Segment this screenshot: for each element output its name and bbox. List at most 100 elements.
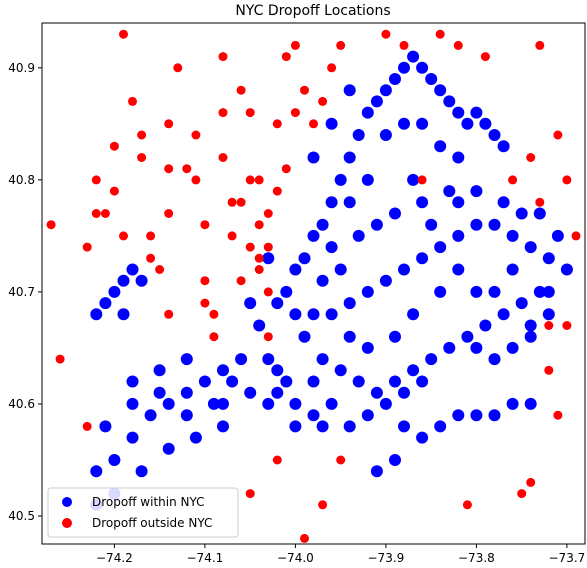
y-tick-label-0: 40.5	[8, 509, 35, 523]
series-1-point-63	[526, 153, 536, 162]
series-0-point-112	[207, 397, 220, 410]
series-0-point-47	[542, 252, 555, 265]
series-0-point-131	[226, 375, 239, 388]
series-0-point-113	[217, 420, 229, 433]
series-0-point-27	[452, 151, 465, 164]
series-0-point-150	[407, 308, 420, 321]
series-0-point-58	[334, 263, 347, 276]
series-1-point-2	[82, 421, 92, 431]
series-0-point-30	[325, 241, 338, 254]
series-0-point-158	[262, 397, 275, 410]
series-1-point-59	[417, 175, 427, 185]
series-0-point-45	[506, 229, 519, 242]
y-axis: 40.5 40.6 40.7 40.8 40.9	[8, 61, 42, 523]
series-0-point-43	[470, 218, 483, 231]
series-0-point-159	[307, 375, 320, 388]
series-0-point-82	[280, 375, 293, 388]
series-1-point-5	[91, 175, 101, 185]
series-1-point-34	[254, 253, 264, 263]
legend-marker-within	[62, 497, 72, 507]
series-1-point-82	[119, 231, 128, 241]
series-0-point-15	[434, 84, 447, 97]
series-0-point-62	[334, 364, 347, 377]
series-1-point-69	[553, 410, 563, 420]
series-0-point-35	[325, 308, 338, 321]
series-1-point-66	[562, 175, 572, 185]
y-tick-label-3: 40.8	[8, 173, 35, 187]
x-tick-label-0: −74.2	[96, 551, 133, 565]
series-0-point-121	[153, 386, 166, 399]
series-0-point-52	[470, 185, 483, 198]
series-1-point-65	[553, 130, 563, 140]
series-0-point-25	[379, 129, 392, 141]
series-1-point-26	[218, 153, 228, 162]
series-0-point-96	[506, 397, 519, 410]
series-1-point-19	[182, 164, 192, 174]
series-1-point-55	[272, 455, 282, 465]
series-0-point-33	[289, 308, 302, 321]
points-layer	[46, 29, 581, 543]
chart-title: NYC Dropoff Locations	[235, 3, 390, 19]
series-0-point-9	[379, 84, 392, 97]
x-tick-label-4: −73.8	[458, 551, 495, 565]
series-0-point-147	[524, 319, 537, 332]
series-0-point-122	[180, 409, 193, 422]
series-0-point-72	[515, 297, 528, 310]
series-1-point-14	[146, 253, 156, 263]
series-1-point-22	[200, 298, 210, 308]
series-0-point-84	[262, 353, 275, 366]
series-1-point-6	[100, 209, 110, 218]
series-0-point-129	[90, 308, 103, 321]
series-0-point-91	[398, 386, 410, 399]
series-0-point-149	[452, 263, 465, 276]
series-0-point-21	[488, 129, 501, 141]
series-0-point-100	[235, 353, 248, 366]
series-1-point-72	[517, 489, 527, 499]
series-0-point-12	[407, 50, 420, 63]
series-0-point-88	[343, 420, 356, 433]
series-0-point-26	[434, 140, 447, 153]
series-0-point-31	[289, 263, 302, 276]
series-1-point-8	[109, 186, 119, 196]
series-1-point-42	[281, 164, 291, 174]
series-1-point-23	[209, 309, 219, 319]
y-tick-label-1: 40.6	[8, 397, 35, 411]
series-1-point-50	[254, 175, 264, 185]
series-1-point-53	[164, 119, 174, 129]
series-0-point-51	[497, 196, 510, 209]
series-1-point-39	[272, 186, 282, 196]
series-1-point-60	[453, 40, 463, 50]
series-0-point-74	[542, 308, 555, 321]
series-0-point-78	[470, 341, 483, 354]
series-1-point-58	[336, 455, 346, 465]
series-1-point-10	[128, 96, 137, 106]
series-1-point-30	[236, 85, 246, 95]
series-0-point-144	[506, 263, 519, 276]
series-0-point-16	[443, 95, 456, 108]
series-0-point-79	[325, 397, 338, 410]
series-0-point-57	[352, 229, 365, 242]
series-0-point-127	[135, 274, 148, 287]
series-0-point-1	[307, 229, 320, 242]
plot-frame	[41, 22, 586, 545]
series-0-point-70	[479, 319, 492, 332]
series-1-point-70	[544, 321, 554, 330]
series-0-point-81	[289, 397, 302, 410]
series-0-point-141	[307, 151, 320, 164]
series-0-point-135	[398, 420, 410, 433]
series-0-point-152	[361, 341, 374, 354]
series-0-point-86	[289, 420, 302, 433]
series-1-point-51	[218, 108, 228, 118]
series-0-point-76	[506, 341, 519, 354]
series-0-point-115	[162, 442, 175, 455]
series-1-point-56	[300, 533, 309, 543]
series-1-point-4	[91, 209, 101, 218]
series-0-point-138	[407, 173, 420, 186]
series-0-point-103	[180, 386, 193, 399]
series-1-point-49	[336, 40, 346, 50]
series-0-point-101	[217, 364, 229, 377]
x-axis: −74.2 −74.1 −74.0 −73.9 −73.8 −73.7	[96, 544, 585, 565]
y-tick-label-4: 40.9	[8, 61, 35, 75]
series-1-point-9	[119, 29, 128, 39]
series-0-point-151	[389, 330, 401, 343]
